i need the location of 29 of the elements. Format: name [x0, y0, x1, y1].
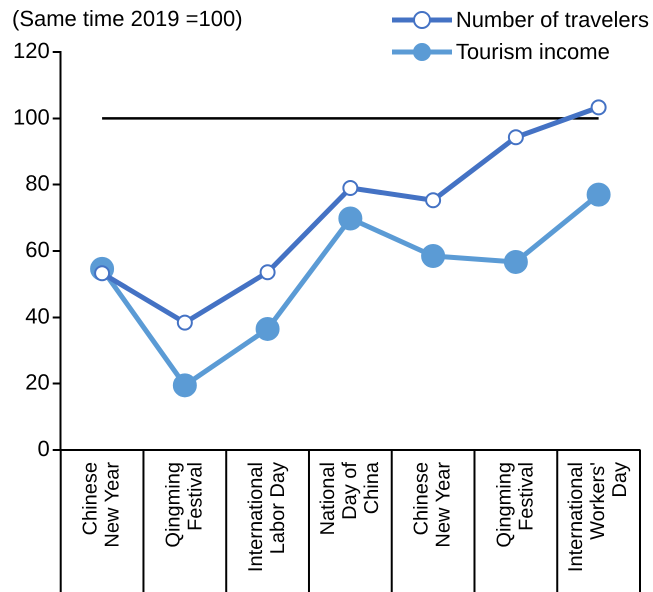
y-tick-label: 20 — [25, 370, 50, 395]
y-tick-label: 100 — [12, 104, 50, 130]
point — [586, 182, 611, 207]
y-tick-label: 0 — [37, 436, 50, 462]
point — [256, 316, 280, 341]
x-tick-label: International Workers' Day — [565, 462, 632, 572]
point — [260, 264, 276, 280]
legend-label: Tourism income — [456, 39, 610, 65]
legend-label: Number of travelers — [456, 7, 649, 33]
y-tick-label: 60 — [25, 237, 50, 262]
point — [508, 129, 524, 146]
point — [342, 180, 358, 196]
point — [421, 244, 446, 268]
point — [172, 373, 197, 398]
y-tick-label: 120 — [12, 38, 50, 64]
x-tick-label: Chinese New Year — [80, 462, 124, 548]
x-tick-label: International Labor Day — [245, 462, 290, 572]
point — [504, 250, 528, 274]
x-tick-label: Chinese New Year — [410, 462, 455, 548]
point — [425, 192, 442, 208]
point — [176, 314, 193, 331]
y-tick-label: 80 — [25, 170, 50, 196]
x-tick-label: Qingming Festival — [493, 462, 538, 548]
point — [338, 206, 362, 230]
y-tick-label: 40 — [25, 303, 50, 328]
point — [590, 99, 607, 116]
chart-subtitle: (Same time 2019 =100) — [12, 6, 243, 32]
x-tick-label: Qingming Festival — [162, 462, 206, 548]
x-tick-label: National Day of China — [316, 461, 383, 536]
